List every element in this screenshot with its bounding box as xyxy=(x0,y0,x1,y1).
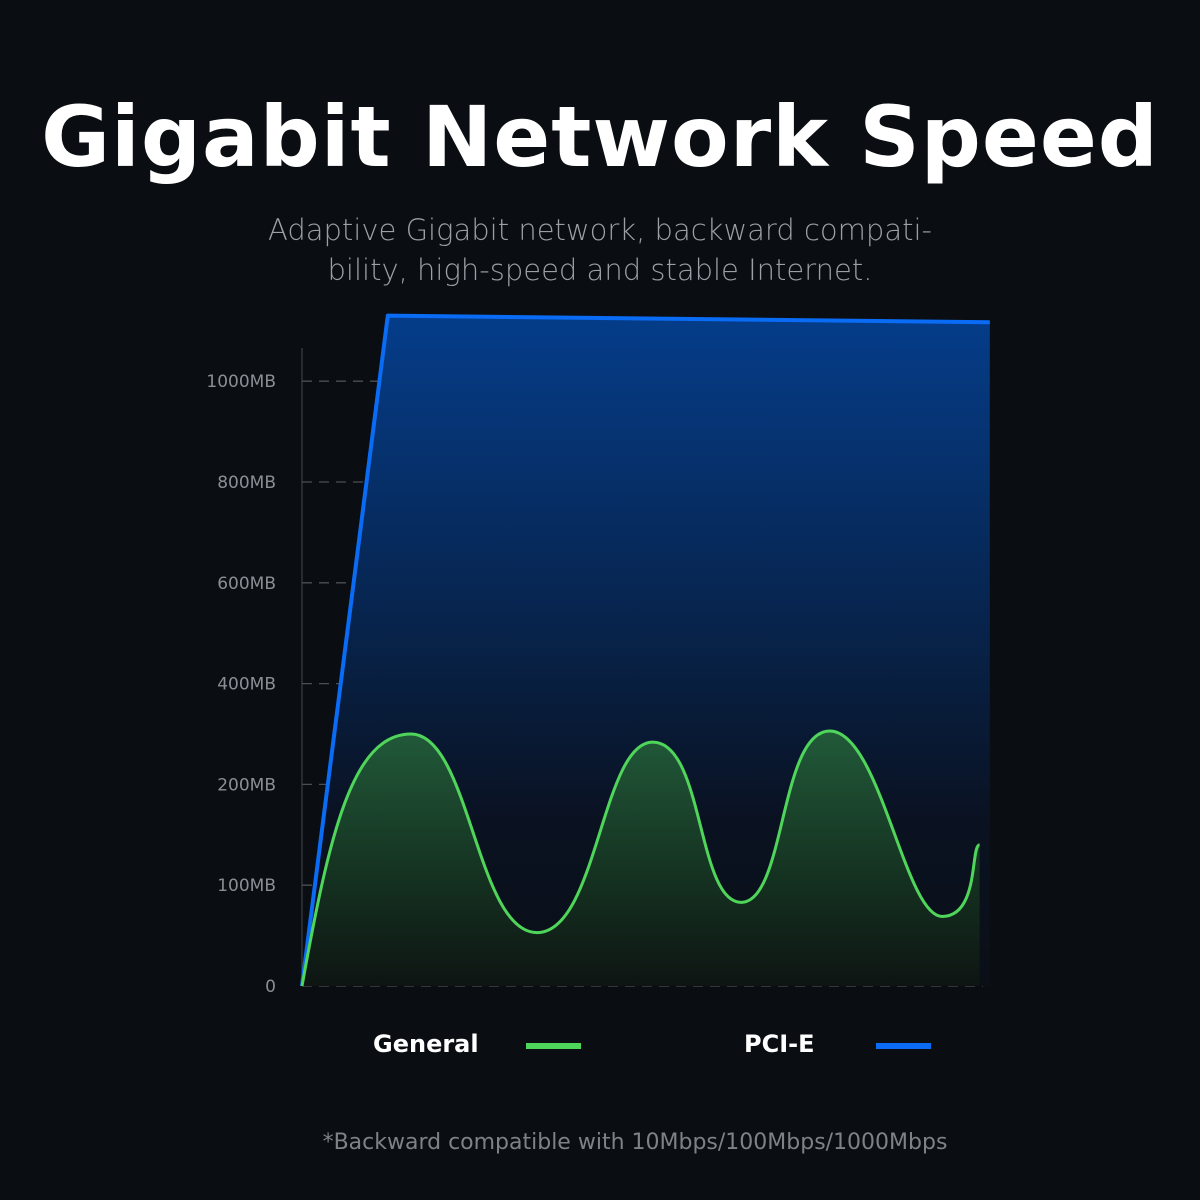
legend-general-label: General xyxy=(373,1030,479,1058)
y-tick-label: 1000MB xyxy=(206,372,276,392)
legend-pcie-swatch xyxy=(876,1043,931,1049)
y-tick-label: 400MB xyxy=(217,675,276,695)
legend-pcie-label: PCI-E xyxy=(744,1030,815,1058)
general-area xyxy=(302,730,980,986)
subtitle: Adaptive Gigabit network, backward compa… xyxy=(268,213,932,287)
page-title: Gigabit Network Speed xyxy=(41,88,1159,186)
footnote: *Backward compatible with 10Mbps/100Mbps… xyxy=(322,1130,948,1155)
legend-general-swatch xyxy=(526,1043,581,1049)
y-tick-label: 200MB xyxy=(217,775,276,795)
pcie-line xyxy=(300,313,990,987)
y-tick-label: 800MB xyxy=(217,473,276,493)
general-line xyxy=(300,729,982,987)
y-tick-label: 600MB xyxy=(217,574,276,594)
y-tick-label: 100MB xyxy=(217,876,276,896)
y-tick-label: 0 xyxy=(265,977,276,997)
